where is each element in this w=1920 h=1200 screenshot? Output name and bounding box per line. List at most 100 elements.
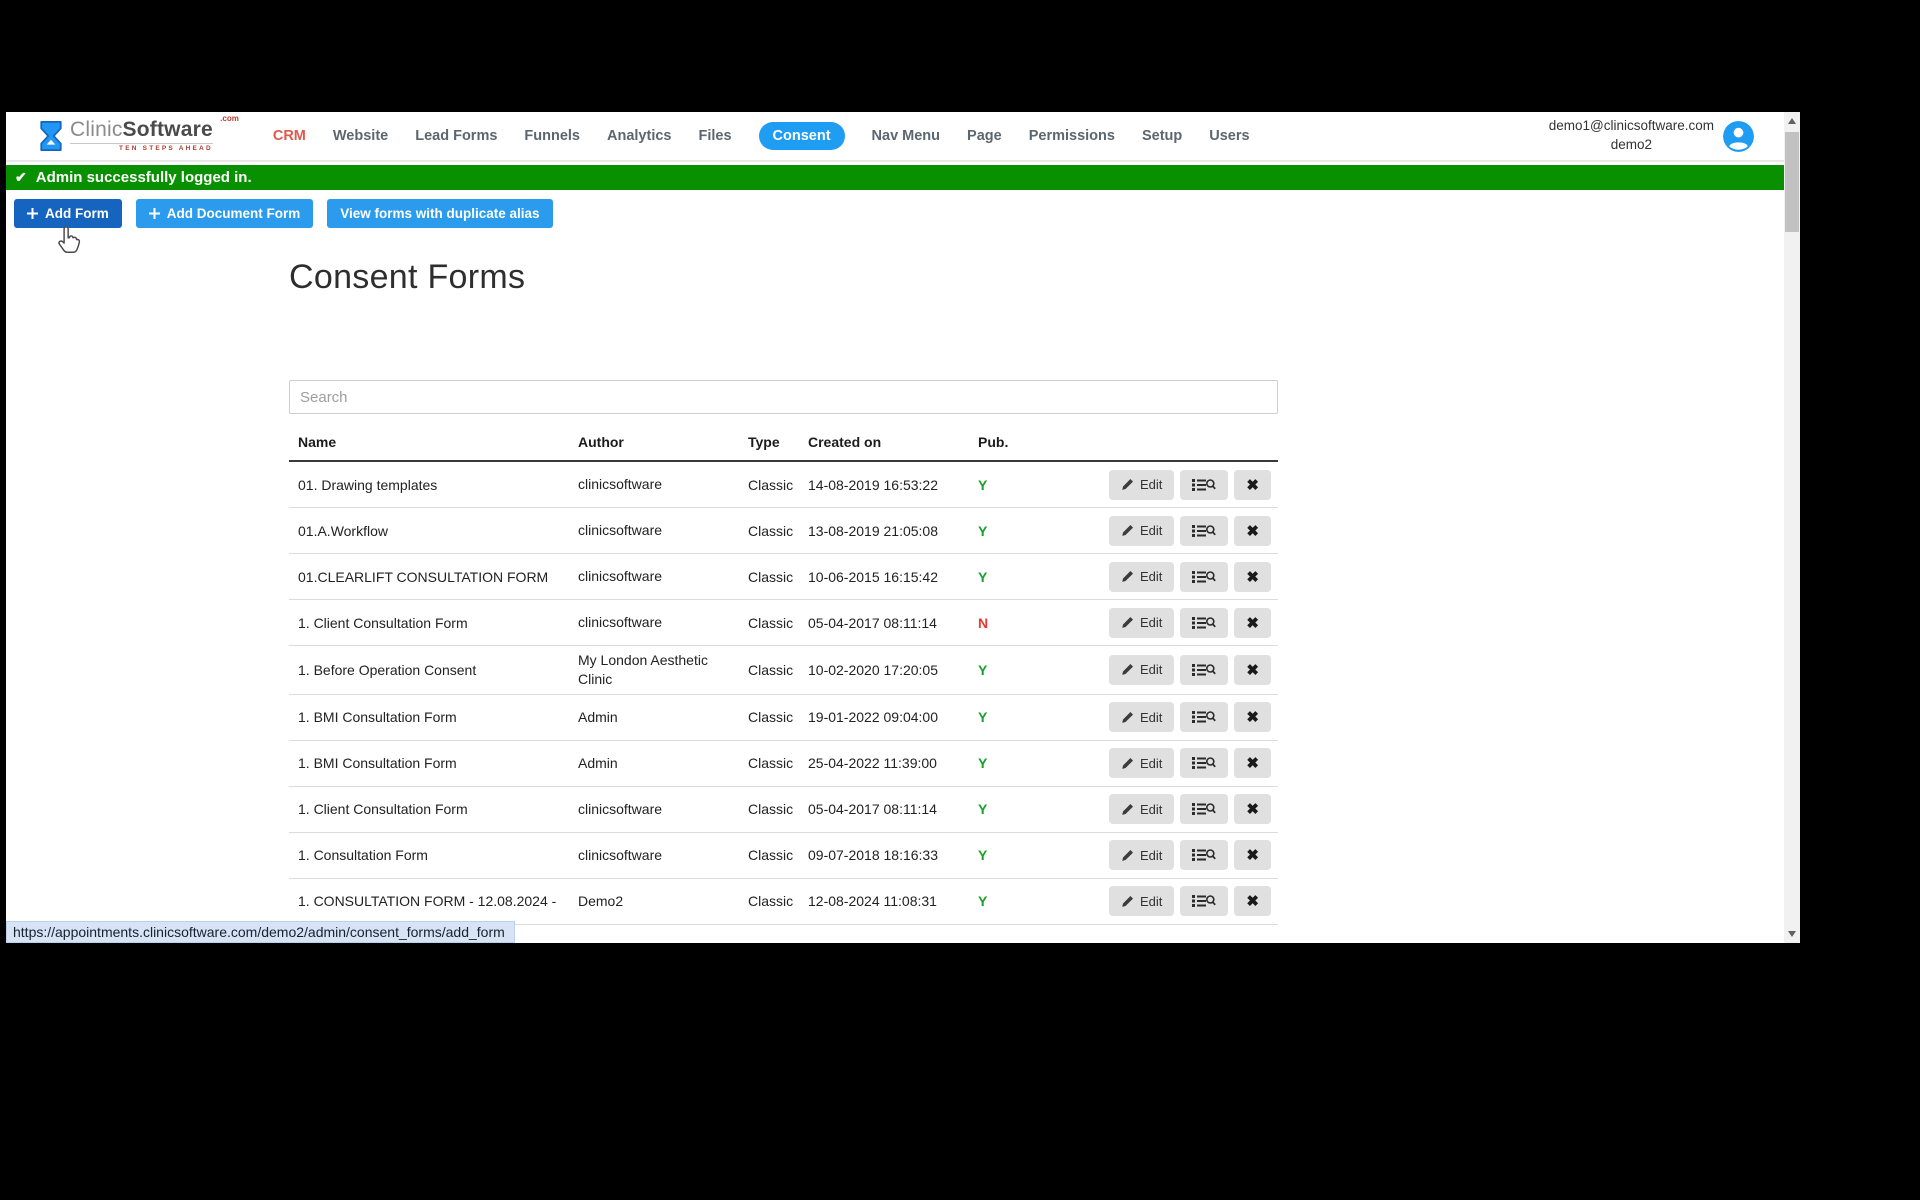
brand-tld: .com xyxy=(220,114,239,124)
delete-button[interactable]: ✖ xyxy=(1234,794,1271,825)
pencil-icon xyxy=(1122,478,1134,490)
row-name: 1. Client Consultation Form xyxy=(298,801,468,818)
nav-item-files[interactable]: Files xyxy=(698,128,732,144)
preview-questions-button[interactable] xyxy=(1180,654,1229,685)
x-icon: ✖ xyxy=(1246,847,1259,865)
row-author: clinicsoftware xyxy=(578,614,663,631)
preview-questions-button[interactable] xyxy=(1180,886,1229,917)
nav-item-crm[interactable]: CRM xyxy=(272,128,306,144)
pencil-icon xyxy=(1122,757,1134,769)
edit-label: Edit xyxy=(1140,893,1163,909)
search-input[interactable] xyxy=(289,380,1278,414)
preview-questions-button[interactable] xyxy=(1180,702,1229,733)
list-search-icon xyxy=(1192,895,1217,908)
nav-item-consent[interactable]: Consent xyxy=(758,122,845,150)
pencil-icon xyxy=(1122,570,1134,582)
vertical-scrollbar[interactable] xyxy=(1784,112,1800,943)
row-name: 1. Client Consultation Form xyxy=(298,614,468,631)
delete-button[interactable]: ✖ xyxy=(1234,469,1271,500)
delete-button[interactable]: ✖ xyxy=(1234,886,1271,917)
row-type: Classic xyxy=(748,709,794,726)
row-actions: Edit ✖ xyxy=(1038,794,1278,825)
row-author: clinicsoftware xyxy=(578,846,663,863)
row-author: clinicsoftware xyxy=(578,522,663,539)
delete-button[interactable]: ✖ xyxy=(1234,561,1271,592)
preview-questions-button[interactable] xyxy=(1180,469,1229,500)
edit-button[interactable]: Edit xyxy=(1109,702,1175,733)
table-row: 01.CLEARLIFT CONSULTATION FORM clinicsof… xyxy=(289,554,1278,600)
delete-button[interactable]: ✖ xyxy=(1234,702,1271,733)
add-document-form-button[interactable]: Add Document Form xyxy=(135,199,314,228)
status-url-bar: https://appointments.clinicsoftware.com/… xyxy=(6,921,515,943)
header-type: Type xyxy=(748,434,780,450)
pub-flag: Y xyxy=(978,522,988,539)
nav-item-analytics[interactable]: Analytics xyxy=(607,128,672,144)
nav-item-setup[interactable]: Setup xyxy=(1141,128,1183,144)
edit-button[interactable]: Edit xyxy=(1109,469,1175,500)
row-type: Classic xyxy=(748,568,794,585)
edit-button[interactable]: Edit xyxy=(1109,607,1175,638)
delete-button[interactable]: ✖ xyxy=(1234,840,1271,871)
preview-questions-button[interactable] xyxy=(1180,840,1229,871)
table-row: 01. Drawing templates clinicsoftware Cla… xyxy=(289,462,1278,508)
preview-questions-button[interactable] xyxy=(1180,748,1229,779)
brand-tagline: TEN STEPS AHEAD xyxy=(70,143,213,153)
edit-button[interactable]: Edit xyxy=(1109,654,1175,685)
row-author: clinicsoftware xyxy=(578,568,663,585)
row-type: Classic xyxy=(748,476,794,493)
nav-item-page[interactable]: Page xyxy=(967,128,1002,144)
row-created: 05-04-2017 08:11:14 xyxy=(808,614,937,631)
edit-button[interactable]: Edit xyxy=(1109,515,1175,546)
pencil-icon xyxy=(1122,711,1134,723)
row-actions: Edit ✖ xyxy=(1038,561,1278,592)
nav-item-nav-menu[interactable]: Nav Menu xyxy=(871,128,941,144)
pub-flag: Y xyxy=(978,709,988,726)
scrollbar-thumb[interactable] xyxy=(1785,132,1799,232)
delete-button[interactable]: ✖ xyxy=(1234,654,1271,685)
page-title: Consent Forms xyxy=(289,258,526,296)
row-type: Classic xyxy=(748,522,794,539)
row-name: 1. BMI Consultation Form xyxy=(298,755,457,772)
user-avatar-icon[interactable] xyxy=(1723,120,1754,152)
pub-flag: Y xyxy=(978,755,988,772)
edit-button[interactable]: Edit xyxy=(1109,840,1175,871)
nav-item-lead-forms[interactable]: Lead Forms xyxy=(415,128,498,144)
row-actions: Edit ✖ xyxy=(1038,654,1278,685)
preview-questions-button[interactable] xyxy=(1180,794,1229,825)
triangle-up-icon xyxy=(1788,118,1796,124)
edit-button[interactable]: Edit xyxy=(1109,794,1175,825)
add-form-label: Add Form xyxy=(45,206,109,221)
brand-second: Software xyxy=(122,118,213,142)
delete-button[interactable]: ✖ xyxy=(1234,515,1271,546)
edit-label: Edit xyxy=(1140,615,1163,630)
row-created: 13-08-2019 21:05:08 xyxy=(808,522,938,539)
row-actions: Edit ✖ xyxy=(1038,840,1278,871)
row-name: 1. Before Operation Consent xyxy=(298,661,477,678)
nav-item-permissions[interactable]: Permissions xyxy=(1028,128,1115,144)
view-duplicate-alias-button[interactable]: View forms with duplicate alias xyxy=(327,199,553,228)
table-row: 1. CONSULTATION FORM - 12.08.2024 - Demo… xyxy=(289,879,1278,925)
edit-button[interactable]: Edit xyxy=(1109,886,1175,917)
list-search-icon xyxy=(1192,478,1217,491)
nav-item-users[interactable]: Users xyxy=(1209,128,1250,144)
status-url-text: https://appointments.clinicsoftware.com/… xyxy=(13,924,505,940)
scroll-down-arrow[interactable] xyxy=(1784,926,1800,942)
preview-questions-button[interactable] xyxy=(1180,607,1229,638)
preview-questions-button[interactable] xyxy=(1180,561,1229,592)
row-created: 09-07-2018 18:16:33 xyxy=(808,847,938,864)
preview-questions-button[interactable] xyxy=(1180,515,1229,546)
brand-first: Clinic xyxy=(70,118,123,142)
nav-item-website[interactable]: Website xyxy=(332,128,389,144)
delete-button[interactable]: ✖ xyxy=(1234,748,1271,779)
delete-button[interactable]: ✖ xyxy=(1234,607,1271,638)
edit-button[interactable]: Edit xyxy=(1109,748,1175,779)
nav-item-funnels[interactable]: Funnels xyxy=(524,128,580,144)
app-content: ClinicSoftware .com TEN STEPS AHEAD CRM W… xyxy=(6,112,1784,943)
add-form-button[interactable]: Add Form xyxy=(14,199,122,228)
clinicsoftware-logo[interactable]: ClinicSoftware .com TEN STEPS AHEAD xyxy=(38,115,239,153)
scroll-up-arrow[interactable] xyxy=(1784,113,1800,129)
row-type: Classic xyxy=(748,614,794,631)
edit-button[interactable]: Edit xyxy=(1109,561,1175,592)
x-icon: ✖ xyxy=(1246,893,1259,911)
header-author: Author xyxy=(578,434,624,450)
